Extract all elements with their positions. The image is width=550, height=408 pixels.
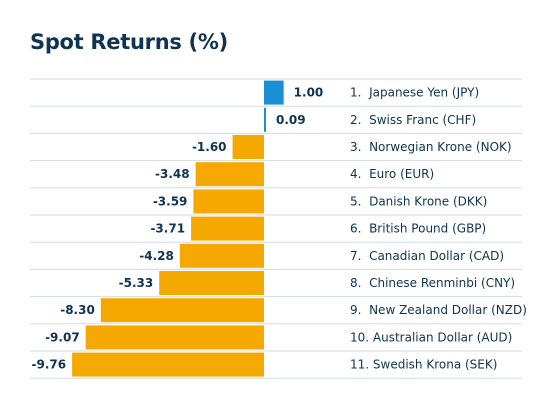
category-label: 2. Swiss Franc (CHF) xyxy=(350,113,476,127)
value-label: -9.07 xyxy=(45,330,80,344)
bar xyxy=(159,271,264,295)
category-label: 5. Danish Krone (DKK) xyxy=(350,194,487,208)
value-label: -1.60 xyxy=(192,140,227,154)
bar xyxy=(232,135,264,159)
bar xyxy=(264,80,284,105)
bar xyxy=(195,162,264,187)
value-label: -3.59 xyxy=(153,194,188,208)
bar xyxy=(191,216,264,241)
category-label: 7. Canadian Dollar (CAD) xyxy=(350,249,504,263)
value-label: -5.33 xyxy=(119,276,154,290)
bar xyxy=(179,243,264,268)
category-label: 3. Norwegian Krone (NOK) xyxy=(350,140,512,154)
value-label: -4.28 xyxy=(139,249,174,263)
bar xyxy=(193,189,264,214)
bar xyxy=(85,325,264,350)
category-label: 9. New Zealand Dollar (NZD) xyxy=(350,303,527,317)
bar xyxy=(264,107,266,132)
value-label: -9.76 xyxy=(32,358,67,372)
value-label: -8.30 xyxy=(60,303,95,317)
value-label: 0.09 xyxy=(276,113,306,127)
category-label: 4. Euro (EUR) xyxy=(350,167,434,181)
category-label: 6. British Pound (GBP) xyxy=(350,222,486,236)
category-label: 8. Chinese Renminbi (CNY) xyxy=(350,276,515,290)
category-label: 11. Swedish Krona (SEK) xyxy=(350,358,497,372)
bar xyxy=(72,352,264,377)
bar xyxy=(100,298,265,323)
value-label: -3.48 xyxy=(155,167,190,181)
chart-title: Spot Returns (%) xyxy=(30,30,228,54)
value-label: 1.00 xyxy=(294,86,324,100)
value-label: -3.71 xyxy=(150,222,185,236)
category-label: 10. Australian Dollar (AUD) xyxy=(350,330,512,344)
category-label: 1. Japanese Yen (JPY) xyxy=(350,86,479,100)
